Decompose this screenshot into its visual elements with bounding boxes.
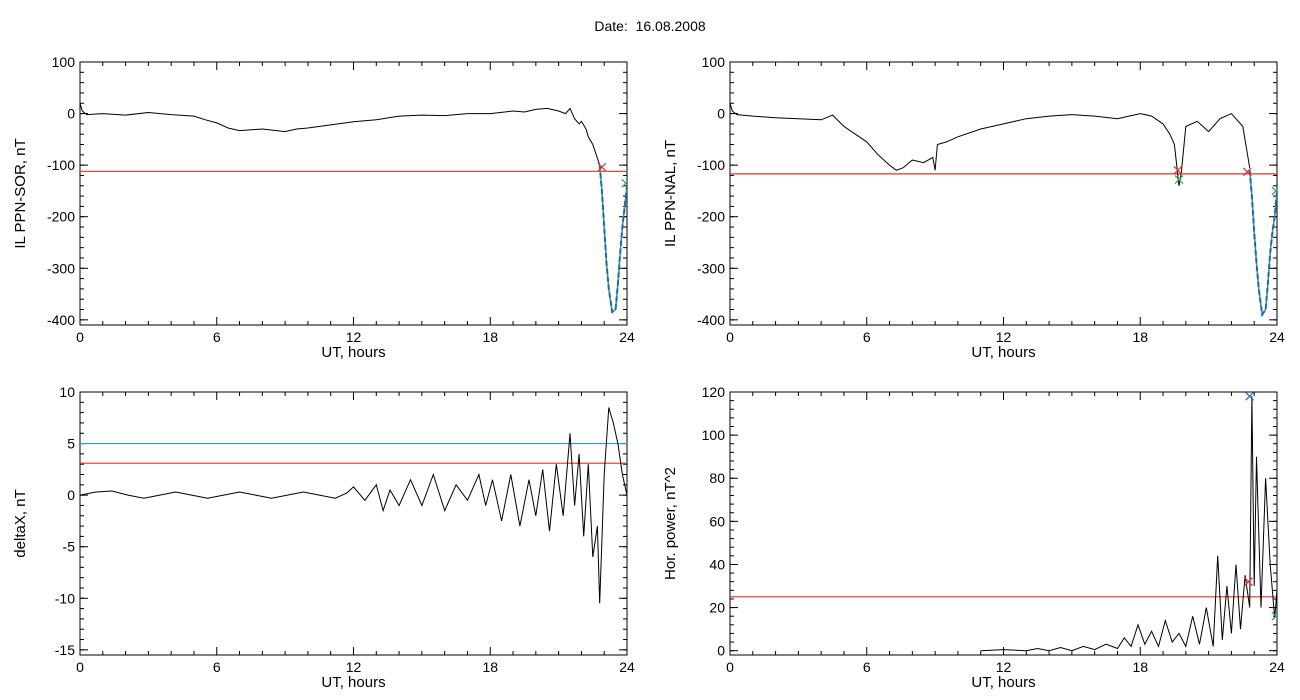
chart-power-plot-area — [730, 392, 1277, 652]
chart-deltax-xtick-label: 6 — [213, 659, 221, 675]
chart-deltax-ytick-label: 0 — [67, 487, 75, 503]
chart-nal-dip-envelope — [1248, 170, 1277, 317]
chart-power-ytick-label: 60 — [709, 513, 725, 529]
chart-power-xtick-label: 6 — [863, 659, 871, 675]
chart-sor-ytick-label: 0 — [67, 106, 75, 122]
chart-deltax-ytick-label: -15 — [55, 642, 75, 658]
chart-power-ylabel: Hor. power, nT^2 — [662, 467, 679, 580]
chart-sor-xtick-label: 12 — [346, 329, 362, 345]
chart-power-ytick-label: 20 — [709, 600, 725, 616]
chart-power-marker — [1244, 577, 1253, 587]
chart-nal-ytick-label: -400 — [697, 312, 725, 328]
chart-sor-dip-fit — [598, 165, 627, 314]
chart-sor-ytick-label: 100 — [52, 54, 76, 70]
chart-nal-ylabel: IL PPN-NAL, nT — [662, 140, 679, 247]
chart-nal-xlabel: UT, hours — [971, 344, 1035, 361]
chart-power-xtick-label: 0 — [726, 659, 734, 675]
chart-nal-ytick-label: -100 — [697, 157, 725, 173]
chart-nal-dip-fit — [1248, 170, 1277, 318]
chart-deltax-frame — [79, 391, 628, 656]
chart-deltax-plot-area — [80, 407, 627, 604]
chart-sor-ytick-label: -200 — [47, 209, 75, 225]
chart-nal-ytick-label: 100 — [702, 54, 726, 70]
chart-sor-xtick-label: 6 — [213, 329, 221, 345]
chart-nal-xtick-label: 18 — [1132, 329, 1148, 345]
chart-deltax-xtick-label: 18 — [482, 659, 498, 675]
chart-power-marker — [1271, 611, 1277, 621]
chart-deltax-series-line — [80, 407, 627, 604]
chart-nal-frame — [729, 61, 1278, 326]
chart-sor-ytick-label: -100 — [47, 157, 75, 173]
chart-sor-marker — [621, 178, 627, 188]
chart-power-ytick-label: 40 — [709, 556, 725, 572]
chart-deltax-xtick-label: 24 — [619, 659, 635, 675]
chart-power-ytick-label: 0 — [717, 643, 725, 659]
chart-nal-xtick-label: 12 — [996, 329, 1012, 345]
chart-power-series-line — [980, 396, 1277, 652]
chart-sor-series-line — [80, 103, 601, 166]
chart-nal-marker — [1174, 175, 1184, 185]
chart-sor-xtick-label: 24 — [619, 329, 635, 345]
chart-power-ytick-label: 100 — [702, 427, 726, 443]
chart-nal-ytick-label: -300 — [697, 260, 725, 276]
chart-sor-ytick-label: -300 — [47, 260, 75, 276]
chart-sor-xtick-label: 0 — [76, 329, 84, 345]
chart-deltax: 0 6 12 18 24 10 5 0 -5 -10 -15 UT, hours deltaX, nT — [12, 384, 635, 691]
chart-deltax-ylabel: deltaX, nT — [12, 489, 29, 557]
chart-sor-marker — [597, 162, 607, 172]
chart-nal: 0 6 12 18 24 100 0 -100 -200 -300 -400 UT, hours IL … — [662, 54, 1285, 361]
chart-power-xtick-label: 18 — [1132, 659, 1148, 675]
chart-deltax-xlabel: UT, hours — [321, 674, 385, 691]
page-title: Date: 16.08.2008 — [594, 18, 706, 34]
chart-power-ytick-label: 80 — [709, 470, 725, 486]
chart-nal-ytick-label: -200 — [697, 209, 725, 225]
chart-power-marker — [1245, 392, 1255, 401]
chart-deltax-ytick-label: 10 — [59, 384, 75, 400]
chart-sor-frame — [79, 61, 628, 326]
chart-nal-plot-area — [730, 103, 1277, 318]
chart-power-xtick-label: 12 — [996, 659, 1012, 675]
chart-deltax-ytick-label: -10 — [55, 590, 75, 606]
chart-sor-dip-envelope — [598, 165, 627, 314]
chart-sor: 0 6 12 18 24 100 0 -100 -200 -300 -400 UT, hours IL … — [12, 54, 635, 361]
chart-nal-marker — [1173, 165, 1183, 175]
chart-nal-marker — [1271, 186, 1277, 196]
chart-deltax-ytick-label: -5 — [63, 539, 76, 555]
chart-sor-xtick-label: 18 — [482, 329, 498, 345]
chart-power: 0 6 12 18 24 120 100 80 60 40 20 0 UT, hours Hor. pow… — [662, 384, 1285, 691]
chart-power-ytick-label: 120 — [702, 384, 726, 400]
chart-deltax-ytick-label: 5 — [67, 436, 75, 452]
chart-deltax-xtick-label: 0 — [76, 659, 84, 675]
chart-sor-plot-area — [80, 103, 627, 314]
chart-nal-xtick-label: 0 — [726, 329, 734, 345]
chart-sor-xlabel: UT, hours — [321, 344, 385, 361]
chart-power-xlabel: UT, hours — [971, 674, 1035, 691]
chart-sor-ylabel: IL PPN-SOR, nT — [12, 138, 29, 248]
chart-nal-marker — [1242, 167, 1252, 177]
chart-deltax-xtick-label: 12 — [346, 659, 362, 675]
chart-sor-ytick-label: -400 — [47, 312, 75, 328]
chart-nal-ytick-label: 0 — [717, 106, 725, 122]
chart-power-frame — [729, 391, 1278, 656]
chart-power-xtick-label: 24 — [1269, 659, 1285, 675]
chart-nal-xtick-label: 24 — [1269, 329, 1285, 345]
chart-nal-xtick-label: 6 — [863, 329, 871, 345]
